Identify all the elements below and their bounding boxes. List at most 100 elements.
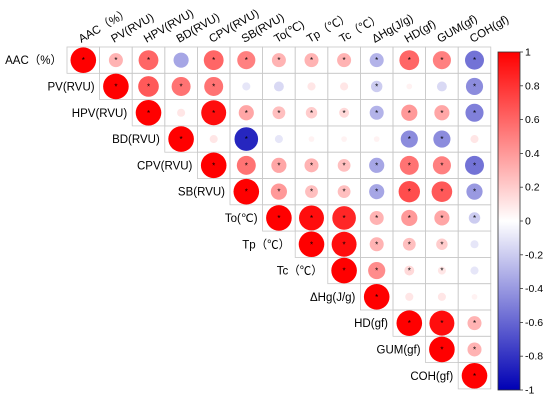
corr-circle-5-6 <box>270 183 287 200</box>
corr-circle-2-12 <box>465 103 484 122</box>
significance-star-4-10: * <box>408 161 411 170</box>
significance-star-10-12: * <box>473 319 476 328</box>
corr-circle-4-11 <box>432 156 451 175</box>
colorbar: 1 0.8 0.6 0.4 0.2 0 -0.2 -0.4 -0.6 -0.8 -1 <box>497 47 543 397</box>
significance-star-0-2: * <box>147 56 150 65</box>
corr-circle-2-11 <box>434 105 450 121</box>
significance-star-2-4: * <box>212 109 215 118</box>
corr-circle-5-12 <box>466 183 483 200</box>
corr-circle-3-3 <box>168 126 194 152</box>
colorbar-tick-label: -1 <box>525 385 534 397</box>
corr-circle-3-7 <box>308 136 315 142</box>
significance-star-1-2: * <box>147 82 150 91</box>
corr-circle-1-5 <box>242 82 251 91</box>
significance-star-5-8: * <box>343 188 346 197</box>
significance-star-2-5: * <box>245 109 248 118</box>
corr-circle-0-3 <box>173 52 189 68</box>
significance-star-0-8: * <box>343 56 346 65</box>
corr-circle-8-10 <box>404 265 415 276</box>
corr-circle-1-11 <box>436 81 447 92</box>
corr-circle-1-4 <box>204 76 224 96</box>
corr-circle-7-8 <box>331 231 357 257</box>
corr-circle-3-9 <box>373 136 380 142</box>
corr-circle-8-9 <box>368 261 386 280</box>
significance-star-1-9: * <box>375 82 378 91</box>
corr-circle-2-5 <box>238 105 254 121</box>
significance-star-3-10: * <box>408 135 411 144</box>
corr-circle-5-5 <box>233 178 260 205</box>
significance-star-4-5: * <box>245 161 248 170</box>
corr-circle-6-10 <box>401 209 418 227</box>
row-label-10: HD(gf) <box>354 318 388 330</box>
colorbar-tick-label: 0.2 <box>525 182 540 194</box>
significance-star-0-11: * <box>440 56 443 65</box>
corr-circle-3-8 <box>341 136 347 142</box>
corr-circle-1-1 <box>103 73 129 100</box>
colorbar-tick-label: 1 <box>525 47 531 59</box>
significance-star-0-7: * <box>310 56 313 65</box>
corr-circle-1-10 <box>406 83 413 90</box>
significance-star-1-4: * <box>212 82 215 91</box>
corr-circle-0-5 <box>237 51 256 70</box>
corr-circle-11-11 <box>429 336 455 363</box>
significance-star-5-12: * <box>473 188 476 197</box>
significance-star-4-6: * <box>277 161 280 170</box>
corr-circle-8-12 <box>470 266 479 275</box>
significance-star-7-8: * <box>343 240 346 249</box>
significance-star-8-11: * <box>440 267 443 276</box>
corr-circle-4-5 <box>236 155 256 175</box>
significance-star-6-8: * <box>343 214 346 223</box>
significance-star-11-11: * <box>440 345 443 354</box>
corr-circle-9-10 <box>405 292 414 301</box>
significance-star-4-11: * <box>440 161 443 170</box>
significance-star-2-10: * <box>408 109 411 118</box>
significance-star-1-3: * <box>180 82 183 91</box>
corr-circle-0-0 <box>70 47 97 73</box>
corr-circle-2-9 <box>369 105 384 120</box>
significance-star-3-3: * <box>180 135 183 144</box>
corr-circle-2-2 <box>135 99 162 126</box>
colorbar-tick-label: -0.6 <box>525 317 543 329</box>
row-label-1: PV(RVU) <box>48 81 95 93</box>
corr-circle-7-10 <box>402 237 416 251</box>
colorbar-tick-label: 0.8 <box>525 80 540 92</box>
corr-circle-10-11 <box>429 310 455 336</box>
significance-star-4-9: * <box>375 161 378 170</box>
significance-star-2-9: * <box>375 109 378 118</box>
significance-star-4-12: * <box>473 161 476 170</box>
corr-circle-2-7 <box>305 107 318 119</box>
corr-circle-2-8 <box>339 107 350 118</box>
significance-star-2-7: * <box>310 109 313 118</box>
corr-circle-4-10 <box>399 155 419 175</box>
corr-circle-0-10 <box>399 50 420 71</box>
corr-circle-4-9 <box>369 157 385 173</box>
significance-star-5-7: * <box>310 188 313 197</box>
corr-circle-3-6 <box>274 135 283 144</box>
row-label-11: GUM(gf) <box>377 344 421 356</box>
significance-star-0-4: * <box>212 56 215 65</box>
corr-circle-1-6 <box>273 81 284 92</box>
significance-star-2-2: * <box>147 109 150 118</box>
corr-circle-3-11 <box>433 130 451 148</box>
significance-star-4-4: * <box>212 161 215 170</box>
corr-circle-0-6 <box>271 53 286 68</box>
corr-circle-1-2 <box>138 76 159 97</box>
row-label-12: COH(gf) <box>410 371 453 383</box>
corr-circle-3-5 <box>234 127 259 151</box>
colorbar-tick-label: -0.2 <box>525 249 543 261</box>
corr-circle-6-8 <box>332 206 356 230</box>
significance-star-10-10: * <box>408 319 411 328</box>
corr-circle-5-8 <box>337 185 351 199</box>
corr-circle-9-11 <box>437 292 446 301</box>
significance-star-2-11: * <box>440 109 443 118</box>
corr-circle-12-12 <box>461 362 488 389</box>
significance-star-0-12: * <box>473 56 476 65</box>
significance-star-8-9: * <box>375 267 378 276</box>
corr-circle-4-12 <box>465 155 484 175</box>
significance-star-1-1: * <box>114 82 117 91</box>
corr-circle-6-9 <box>369 210 384 225</box>
corr-circle-3-12 <box>470 135 479 144</box>
corr-circle-0-1 <box>108 53 123 68</box>
significance-star-8-8: * <box>343 267 346 276</box>
